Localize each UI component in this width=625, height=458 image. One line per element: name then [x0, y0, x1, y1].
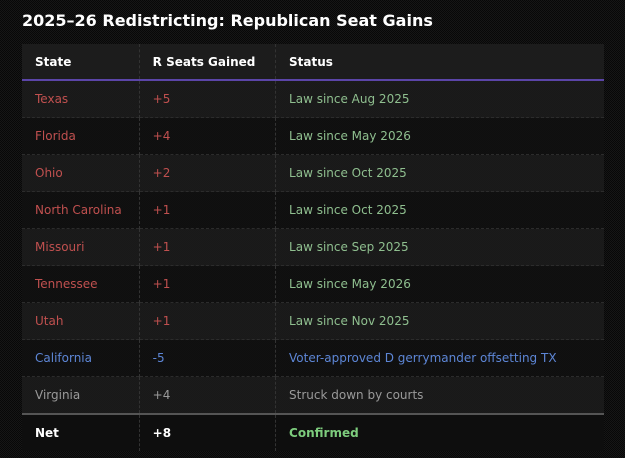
cell: Net: [22, 414, 140, 451]
cell: +1: [139, 228, 277, 266]
header-cell: R Seats Gained: [139, 44, 277, 80]
row: Virginia +4 Struck down by courts: [22, 376, 604, 414]
footer-row: Net +8 Confirmed: [22, 414, 604, 451]
cell: Missouri: [22, 228, 140, 266]
row: Utah +1 Law since Nov 2025: [22, 302, 604, 340]
cell: +4: [139, 376, 277, 414]
table-footer: Net +8 Confirmed: [22, 414, 604, 451]
seat-table: State R Seats Gained Status Texas +5 Law sin…: [22, 44, 604, 451]
cell: North Carolina: [22, 191, 140, 229]
cell: Confirmed: [289, 426, 359, 440]
title: 2025–26 Redistricting: Republican Seat G…: [22, 11, 433, 30]
cell: Ohio: [22, 154, 140, 192]
cell: Law since Sep 2025: [289, 240, 409, 254]
table-body: Texas +5 Law since Aug 2025 Florida +4 Law si…: [22, 80, 604, 414]
cell: Voter-approved D gerrymander offsetting …: [289, 351, 557, 365]
cell: +1: [139, 265, 277, 303]
cell: Law since Oct 2025: [289, 203, 407, 217]
cell: -5: [139, 339, 277, 377]
row: Florida +4 Law since May 2026: [22, 117, 604, 155]
cell: +2: [139, 154, 277, 192]
cell: +4: [139, 117, 277, 155]
row: Tennessee +1 Law since May 2026: [22, 265, 604, 303]
row: California -5 Voter-approved D gerrymander…: [22, 339, 604, 377]
cell: Law since May 2026: [289, 277, 411, 291]
cell: Utah: [22, 302, 140, 340]
cell: Florida: [22, 117, 140, 155]
cell: Law since Aug 2025: [289, 92, 410, 106]
cell: Law since May 2026: [289, 129, 411, 143]
row: Ohio +2 Law since Oct 2025: [22, 154, 604, 192]
cell: California: [22, 339, 140, 377]
cell: Law since Oct 2025: [289, 166, 407, 180]
row: North Carolina +1 Law since Oct 2025: [22, 191, 604, 229]
cell: +8: [139, 414, 277, 451]
cell: Tennessee: [22, 265, 140, 303]
cell: Struck down by courts: [289, 388, 424, 402]
row: Texas +5 Law since Aug 2025: [22, 80, 604, 118]
table-header: State R Seats Gained Status: [22, 44, 604, 80]
cell: Virginia: [22, 376, 140, 414]
cell: +1: [139, 302, 277, 340]
cell: Texas: [22, 80, 140, 118]
header-row: State R Seats Gained Status: [22, 44, 604, 80]
row: Missouri +1 Law since Sep 2025: [22, 228, 604, 266]
cell: Law since Nov 2025: [289, 314, 410, 328]
header-cell: Status: [289, 54, 333, 69]
header-cell: State: [22, 44, 140, 80]
cell: +5: [139, 80, 277, 118]
cell: +1: [139, 191, 277, 229]
